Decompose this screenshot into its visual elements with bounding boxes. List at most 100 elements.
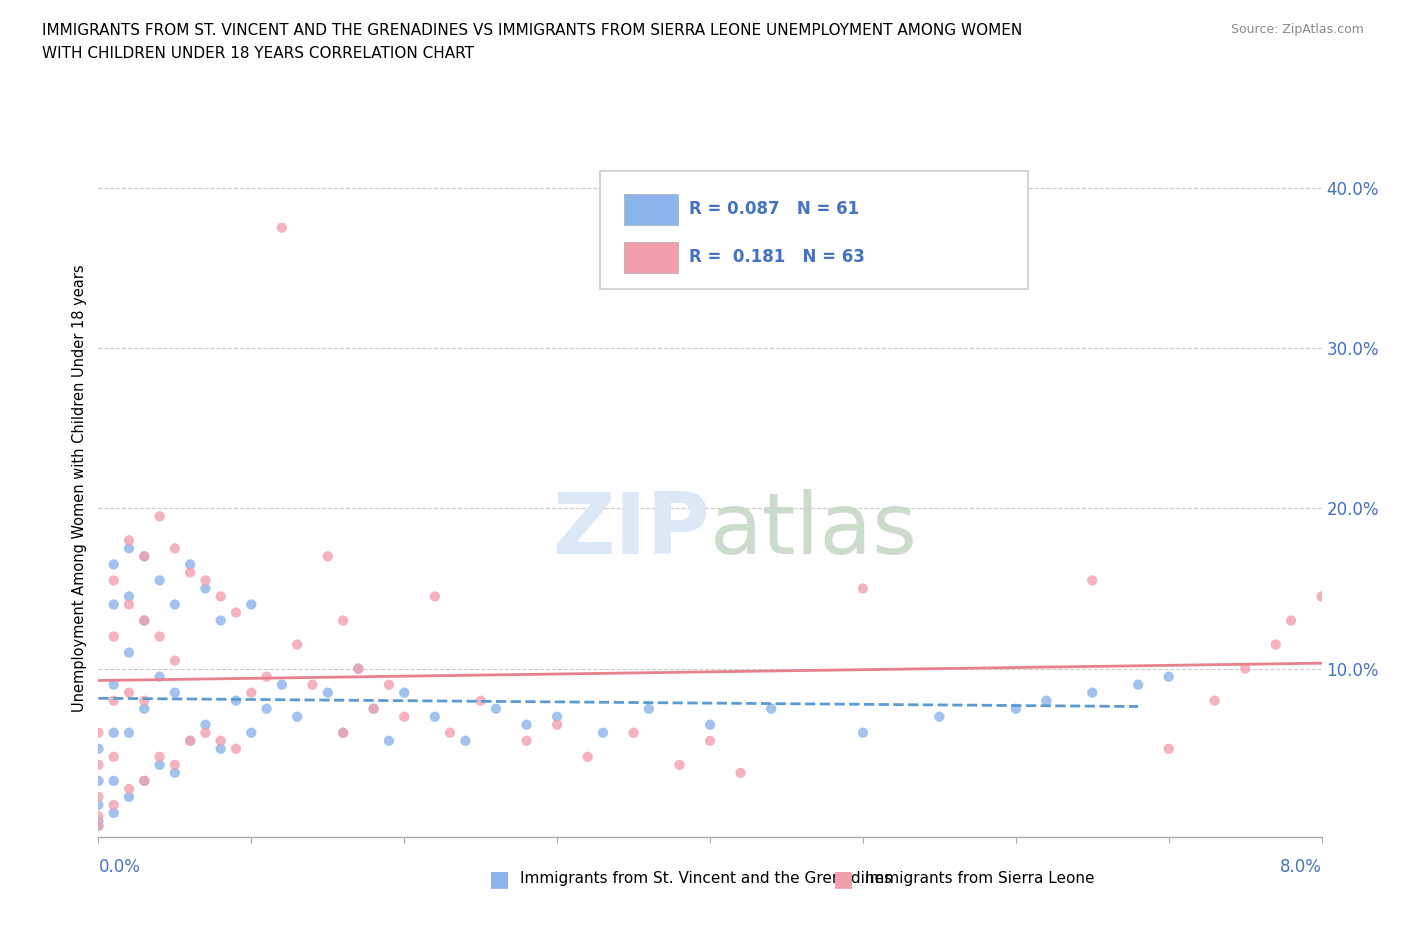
Point	[149, 750, 172, 764]
Point	[134, 549, 156, 564]
Point	[316, 685, 339, 700]
Point	[134, 613, 156, 628]
Point	[454, 734, 477, 749]
Text: ZIP: ZIP	[553, 488, 710, 572]
Point	[852, 725, 875, 740]
FancyBboxPatch shape	[624, 194, 678, 225]
Point	[163, 765, 186, 780]
Point	[134, 613, 156, 628]
Text: ■: ■	[489, 869, 509, 889]
Point	[363, 701, 385, 716]
Point	[103, 573, 125, 588]
Point	[240, 725, 263, 740]
Point	[163, 653, 186, 668]
Point	[699, 717, 721, 732]
Point	[1128, 677, 1150, 692]
FancyBboxPatch shape	[624, 242, 678, 272]
Text: atlas: atlas	[710, 488, 918, 572]
Text: 0.0%: 0.0%	[98, 857, 141, 876]
Point	[240, 597, 263, 612]
Point	[87, 818, 110, 833]
Text: Immigrants from Sierra Leone: Immigrants from Sierra Leone	[865, 871, 1094, 886]
Point	[118, 725, 141, 740]
Point	[347, 661, 370, 676]
Point	[516, 717, 538, 732]
Point	[179, 565, 201, 580]
Point	[194, 581, 217, 596]
Point	[103, 629, 125, 644]
Point	[1157, 741, 1180, 756]
Point	[118, 685, 141, 700]
Point	[179, 734, 201, 749]
Point	[759, 701, 782, 716]
Point	[103, 798, 125, 813]
Point	[149, 757, 172, 772]
Point	[163, 541, 186, 556]
Point	[1264, 637, 1286, 652]
Point	[163, 757, 186, 772]
Text: R =  0.181   N = 63: R = 0.181 N = 63	[689, 247, 865, 266]
Point	[87, 774, 110, 789]
Point	[149, 629, 172, 644]
Point	[852, 581, 875, 596]
Point	[378, 677, 401, 692]
Point	[439, 725, 461, 740]
Point	[194, 725, 217, 740]
Point	[1004, 701, 1026, 716]
Point	[332, 725, 354, 740]
Point	[637, 701, 661, 716]
Point	[134, 549, 156, 564]
Point	[118, 645, 141, 660]
Point	[87, 725, 110, 740]
Point	[928, 710, 950, 724]
Point	[209, 734, 232, 749]
Point	[179, 734, 201, 749]
Point	[149, 509, 172, 524]
Point	[1310, 589, 1333, 604]
Point	[87, 757, 110, 772]
Point	[1157, 670, 1180, 684]
Point	[103, 805, 125, 820]
Point	[134, 774, 156, 789]
Point	[103, 750, 125, 764]
Point	[87, 814, 110, 829]
Point	[516, 734, 538, 749]
Point	[347, 661, 370, 676]
Point	[1234, 661, 1257, 676]
Point	[134, 701, 156, 716]
Point	[194, 573, 217, 588]
Point	[118, 541, 141, 556]
Point	[134, 693, 156, 708]
Text: IMMIGRANTS FROM ST. VINCENT AND THE GRENADINES VS IMMIGRANTS FROM SIERRA LEONE U: IMMIGRANTS FROM ST. VINCENT AND THE GREN…	[42, 23, 1022, 38]
Point	[623, 725, 645, 740]
Point	[118, 597, 141, 612]
Point	[225, 605, 247, 620]
Text: Source: ZipAtlas.com: Source: ZipAtlas.com	[1230, 23, 1364, 36]
Point	[103, 725, 125, 740]
Point	[1081, 573, 1104, 588]
Text: Immigrants from St. Vincent and the Grenadines: Immigrants from St. Vincent and the Gren…	[520, 871, 893, 886]
Point	[576, 750, 599, 764]
Point	[209, 741, 232, 756]
Text: 8.0%: 8.0%	[1279, 857, 1322, 876]
Point	[163, 685, 186, 700]
Point	[1204, 693, 1226, 708]
Point	[134, 774, 156, 789]
Point	[332, 613, 354, 628]
Point	[668, 757, 690, 772]
Point	[209, 589, 232, 604]
Point	[103, 597, 125, 612]
Point	[423, 589, 446, 604]
Point	[87, 818, 110, 833]
Point	[118, 589, 141, 604]
Point	[87, 809, 110, 824]
Point	[363, 701, 385, 716]
Point	[1035, 693, 1057, 708]
Point	[699, 734, 721, 749]
Point	[316, 549, 339, 564]
Text: R = 0.087   N = 61: R = 0.087 N = 61	[689, 200, 859, 218]
Point	[1081, 685, 1104, 700]
Point	[546, 710, 568, 724]
Point	[194, 717, 217, 732]
Point	[332, 725, 354, 740]
